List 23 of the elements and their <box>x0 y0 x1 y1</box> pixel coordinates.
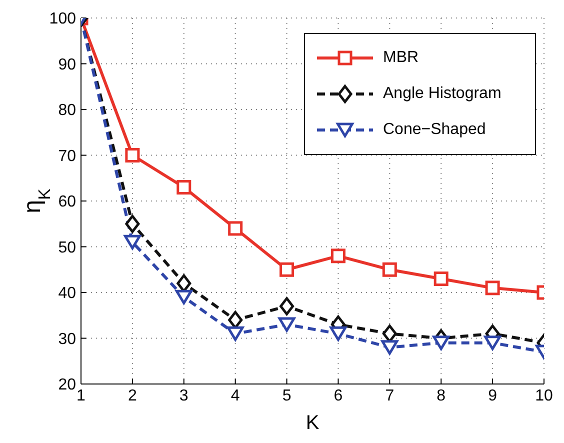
x-tick-label: 8 <box>436 387 446 404</box>
y-tick-label: 50 <box>58 239 76 256</box>
x-tick-label: 3 <box>179 387 188 404</box>
legend-label: MBR <box>383 49 419 67</box>
y-tick-label: 70 <box>58 148 76 165</box>
y-tick-label: 30 <box>58 330 76 348</box>
x-tick-label: 4 <box>230 387 240 404</box>
y-tick-label: 40 <box>58 285 76 302</box>
y-tick-label: 20 <box>58 376 76 394</box>
x-tick-label: 2 <box>128 387 137 404</box>
x-tick-label: 7 <box>385 387 394 404</box>
y-tick-label: 60 <box>58 194 76 211</box>
y-tick-label: 90 <box>58 56 76 74</box>
x-tick-label: 5 <box>282 387 292 404</box>
x-tick-label: 1 <box>76 387 86 404</box>
y-tick-label: 100 <box>49 10 76 28</box>
x-tick-label: 9 <box>488 387 498 404</box>
x-tick-label: 6 <box>334 387 343 404</box>
x-axis-title: K <box>306 412 320 434</box>
x-tick-label: 10 <box>535 387 553 404</box>
legend-label: Angle Histogram <box>383 85 502 103</box>
y-tick-label: 80 <box>58 102 76 120</box>
legend-label: Cone−Shaped <box>383 121 486 139</box>
